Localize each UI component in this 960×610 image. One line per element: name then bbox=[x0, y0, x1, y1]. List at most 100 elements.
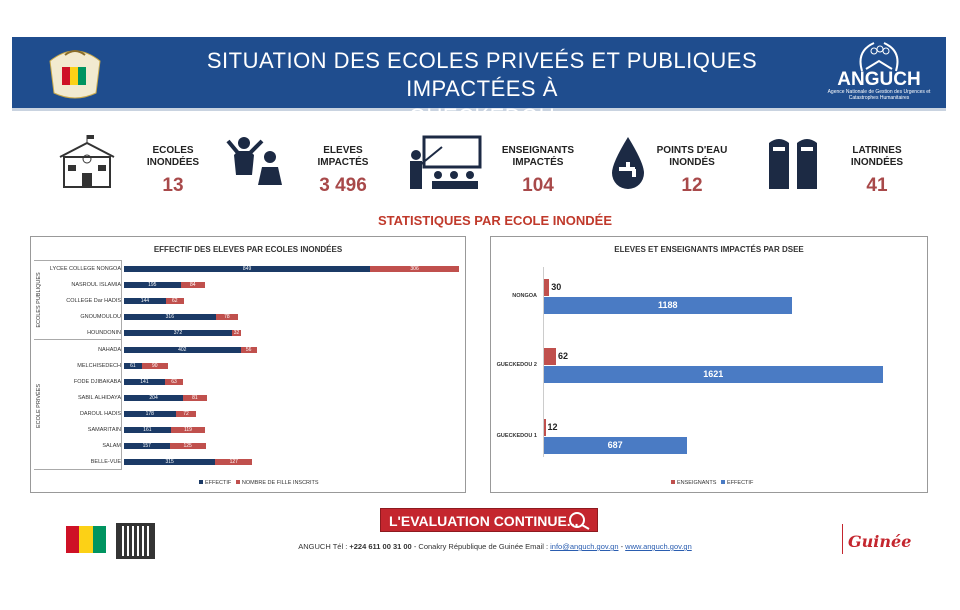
data-label: 306 bbox=[410, 266, 419, 272]
data-label: 72 bbox=[183, 410, 189, 417]
data-label: 62 bbox=[171, 298, 178, 305]
group-label: ECOLES PUBLIQUES bbox=[36, 272, 42, 328]
stat-value: 3 496 bbox=[319, 175, 367, 196]
data-label: 402 bbox=[178, 346, 187, 353]
org-label: ANGUCH Tél : bbox=[298, 542, 350, 551]
bar-filles: 125 bbox=[169, 443, 206, 450]
bar-effectif: 195 bbox=[124, 282, 181, 289]
stat-label: ENSEIGNANTS bbox=[501, 145, 575, 156]
data-label: 81 bbox=[192, 394, 198, 401]
data-label: 78 bbox=[224, 314, 230, 321]
category-label: GUECKEDOU 1 bbox=[496, 433, 537, 439]
bar-effectif: 204 bbox=[124, 394, 184, 401]
bar-effectif: 178 bbox=[124, 410, 176, 417]
stat-2: ENSEIGNANTS IMPACTÉS 104 bbox=[408, 135, 688, 205]
data-label: 178 bbox=[145, 410, 154, 417]
data-label: 204 bbox=[149, 394, 158, 401]
data-label: 56 bbox=[245, 346, 252, 353]
bar-filles: 72 bbox=[175, 410, 197, 417]
logo-text: ANGUCH bbox=[837, 69, 921, 90]
bar-effectif: 1188 bbox=[543, 297, 793, 314]
data-label: 687 bbox=[607, 440, 623, 450]
stat-1: ELEVES IMPACTÉS 3 496 bbox=[224, 135, 504, 205]
data-label: 372 bbox=[173, 330, 183, 337]
eval-label: L'EVALUATION CONTINUE... bbox=[389, 513, 579, 529]
group-bracket bbox=[34, 340, 122, 470]
water-point-icon bbox=[608, 135, 648, 196]
legend-item: EFFECTIF bbox=[205, 480, 232, 486]
data-label: 119 bbox=[183, 427, 192, 433]
bar-enseignants bbox=[543, 279, 550, 296]
data-label: 12 bbox=[547, 422, 558, 432]
category-label: NAHADA bbox=[98, 346, 121, 353]
stat-value: 13 bbox=[162, 175, 184, 196]
bar-filles: 90 bbox=[141, 362, 168, 369]
website-link[interactable]: www.anguch.gov.gn bbox=[625, 542, 692, 551]
stat-label: INONDÉES bbox=[850, 157, 904, 168]
category-label: GUECKEDOU 2 bbox=[496, 362, 537, 368]
section-title: STATISTIQUES PAR ECOLE INONDÉE bbox=[377, 213, 613, 228]
students-icon bbox=[224, 135, 294, 200]
qr-code-icon bbox=[116, 523, 155, 559]
legend: ENSEIGNANTS EFFECTIF bbox=[671, 480, 753, 486]
data-label: 84 bbox=[189, 282, 196, 289]
stat-4: LATRINES INONDÉES 41 bbox=[765, 135, 960, 205]
legend-item: ENSEIGNANTS bbox=[677, 480, 717, 486]
chart-title: EFFECTIF DES ELEVES PAR ECOLES INONDÉES bbox=[153, 245, 343, 254]
guinea-emblem-icon bbox=[40, 41, 110, 105]
separator: - bbox=[618, 542, 626, 551]
email-link[interactable]: info@anguch.gov.gn bbox=[550, 542, 619, 551]
category-label: NONGOA bbox=[512, 293, 537, 299]
bar-effectif: 372 bbox=[124, 330, 232, 337]
data-label: 195 bbox=[148, 282, 157, 289]
category-label: LYCEE COLLEGE NONGOA bbox=[49, 266, 121, 272]
guinee-brand: Guinée bbox=[848, 532, 912, 551]
data-label: 1188 bbox=[657, 300, 678, 310]
group-bracket bbox=[34, 260, 122, 340]
bar-filles: 63 bbox=[164, 378, 184, 385]
bar-filles: 119 bbox=[170, 427, 206, 433]
divider bbox=[842, 524, 843, 554]
data-label: 144 bbox=[140, 298, 150, 305]
category-label: SABIL ALHIDAYA bbox=[77, 394, 121, 401]
title-line2: GUECKEDOU bbox=[408, 104, 556, 129]
category-label: FODE DJIBAKABA bbox=[73, 378, 121, 385]
data-label: 63 bbox=[171, 378, 177, 385]
bar-enseignants bbox=[543, 348, 557, 365]
stat-label: IMPACTÉS bbox=[512, 157, 564, 168]
data-label: 141 bbox=[140, 378, 149, 385]
bar-filles: 127 bbox=[215, 459, 253, 466]
title-line1: SITUATION DES ECOLES PRIVEÉS ET PUBLIQUE… bbox=[206, 48, 758, 101]
data-label: 157 bbox=[142, 443, 151, 450]
bar-effectif: 1621 bbox=[543, 366, 884, 383]
bar-enseignants bbox=[543, 419, 546, 436]
category-label: DAROUL HADIS bbox=[79, 410, 121, 417]
stat-label: INONDÉES bbox=[146, 157, 200, 168]
bar-effectif: 61 bbox=[124, 362, 142, 369]
stat-value: 41 bbox=[866, 175, 888, 196]
bar-effectif: 687 bbox=[543, 437, 688, 454]
bar-filles: 56 bbox=[240, 346, 257, 353]
students-chart-panel: EFFECTIF DES ELEVES PAR ECOLES INONDÉES … bbox=[30, 236, 466, 493]
anguch-logo: ANGUCH Agence Nationale de Gestion des U… bbox=[824, 41, 934, 105]
group-label: ECOLE PRIVÉES bbox=[36, 383, 42, 429]
teacher-icon bbox=[408, 135, 484, 196]
magnifier-icon bbox=[565, 512, 591, 537]
stat-value: 12 bbox=[681, 175, 703, 196]
stat-value: 104 bbox=[522, 175, 554, 196]
axis-line bbox=[543, 267, 544, 457]
category-label: BELLE-VUE bbox=[90, 459, 121, 466]
bar-filles: 62 bbox=[165, 298, 184, 305]
legend: EFFECTIF NOMBRE DE FILLE INSCRITS bbox=[199, 480, 319, 486]
stat-0: ECOLES INONDÉES 13 bbox=[54, 135, 334, 205]
category-label: HOUNDONIN bbox=[87, 330, 121, 337]
header-banner: SITUATION DES ECOLES PRIVEÉS ET PUBLIQUE… bbox=[12, 37, 946, 129]
bar-effectif: 141 bbox=[124, 378, 165, 385]
bar-effectif: 849 bbox=[124, 266, 371, 272]
bar-filles: 81 bbox=[183, 394, 207, 401]
category-label: NASROUL ISLAMIA bbox=[71, 282, 121, 289]
category-label: GNOUMOULOU bbox=[80, 314, 121, 321]
bar-effectif: 157 bbox=[124, 443, 170, 450]
stat-label: IMPACTÉS bbox=[317, 157, 369, 168]
stat-label: ELEVES bbox=[323, 145, 363, 156]
